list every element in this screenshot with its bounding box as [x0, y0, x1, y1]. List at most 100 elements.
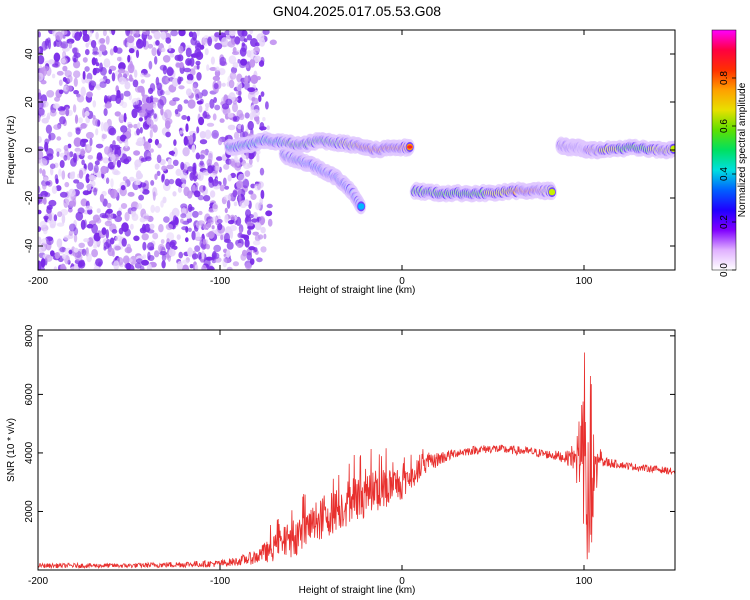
noise-speckle: [63, 154, 68, 161]
noise-speckle: [259, 198, 264, 205]
noise-speckle: [202, 238, 207, 245]
noise-speckle: [38, 55, 45, 65]
noise-speckle: [187, 227, 192, 232]
noise-speckle: [221, 153, 227, 162]
noise-speckle: [124, 138, 129, 149]
noise-speckle: [179, 130, 183, 135]
noise-speckle: [149, 223, 155, 230]
noise-speckle: [92, 117, 98, 126]
noise-speckle: [149, 148, 154, 153]
noise-speckle: [229, 71, 237, 80]
noise-speckle: [55, 148, 62, 153]
track-core: [670, 145, 675, 152]
noise-speckle: [50, 167, 54, 176]
noise-speckle: [71, 171, 76, 176]
noise-speckle: [181, 115, 188, 120]
noise-speckle: [150, 204, 155, 213]
noise-speckle: [237, 59, 241, 64]
noise-speckle: [105, 177, 110, 184]
noise-speckle: [65, 106, 70, 117]
noise-speckle: [69, 266, 78, 270]
noise-speckle: [187, 203, 193, 213]
noise-speckle: [69, 223, 76, 232]
snr-frame: [37, 329, 676, 571]
noise-speckle: [243, 235, 250, 241]
noise-speckle: [146, 229, 155, 234]
noise-speckle: [50, 250, 55, 257]
noise-speckle: [155, 40, 160, 46]
noise-speckle: [193, 190, 201, 198]
noise-speckle: [232, 261, 239, 267]
noise-speckle: [38, 236, 42, 246]
noise-speckle: [260, 189, 265, 200]
noise-speckle: [54, 174, 59, 182]
noise-speckle: [202, 185, 206, 191]
noise-speckle: [247, 229, 252, 236]
noise-speckle: [249, 58, 256, 68]
noise-speckle: [95, 171, 103, 178]
noise-speckle: [66, 38, 75, 44]
noise-speckle: [60, 58, 66, 64]
noise-speckle: [237, 30, 245, 37]
noise-speckle: [74, 137, 80, 147]
noise-speckle: [124, 246, 133, 254]
noise-speckle: [204, 129, 212, 140]
noise-speckle: [154, 56, 158, 65]
noise-speckle: [76, 95, 85, 103]
noise-speckle: [170, 30, 178, 37]
noise-speckle: [196, 100, 203, 105]
noise-speckle: [158, 224, 164, 233]
noise-speckle: [100, 165, 108, 175]
noise-speckle: [141, 105, 146, 113]
noise-speckle: [77, 260, 86, 269]
noise-speckle: [217, 138, 223, 146]
noise-speckle: [38, 47, 41, 53]
noise-speckle: [236, 180, 244, 189]
noise-speckle: [212, 204, 218, 210]
noise-speckle: [246, 34, 253, 41]
noise-speckle: [156, 154, 162, 164]
noise-speckle: [141, 87, 145, 97]
colorbar-tick-label: 0.4: [719, 167, 730, 181]
noise-speckle: [113, 170, 121, 176]
noise-speckle: [59, 160, 65, 168]
noise-speckle: [165, 241, 171, 250]
noise-speckle: [99, 44, 107, 52]
noise-speckle: [176, 261, 183, 270]
noise-speckle: [147, 43, 154, 49]
noise-speckle: [128, 176, 135, 182]
noise-speckle: [211, 216, 218, 222]
noise-speckle: [73, 233, 78, 243]
noise-speckle: [173, 147, 178, 157]
noise-speckle: [93, 164, 99, 174]
noise-speckle: [38, 150, 44, 160]
noise-speckle: [149, 83, 156, 92]
noise-speckle: [198, 210, 203, 216]
colorbar-tick-label: 0.6: [719, 119, 730, 133]
noise-speckle: [115, 235, 123, 242]
noise-speckle: [212, 113, 217, 121]
noise-speckle: [197, 220, 205, 226]
noise-speckle: [204, 103, 210, 108]
noise-speckle: [98, 51, 102, 57]
noise-speckle: [38, 100, 44, 110]
colorbar-label: Normalized spectral amplitude: [737, 82, 748, 217]
noise-speckle: [179, 172, 188, 180]
noise-speckle: [61, 214, 66, 224]
noise-speckle: [40, 267, 45, 270]
noise-speckle: [224, 214, 229, 223]
noise-speckle: [241, 43, 248, 53]
noise-speckle: [224, 257, 231, 264]
noise-speckle: [147, 138, 153, 143]
noise-speckle: [73, 247, 79, 253]
noise-speckle: [49, 109, 57, 117]
noise-speckle: [216, 219, 223, 224]
noise-speckle: [111, 30, 116, 36]
noise-speckle: [101, 133, 107, 140]
track-peak: [407, 145, 413, 149]
noise-speckle: [38, 115, 41, 123]
noise-speckle: [99, 193, 105, 203]
noise-speckle: [143, 215, 152, 220]
noise-speckle: [103, 108, 108, 117]
noise-speckle: [39, 158, 48, 167]
